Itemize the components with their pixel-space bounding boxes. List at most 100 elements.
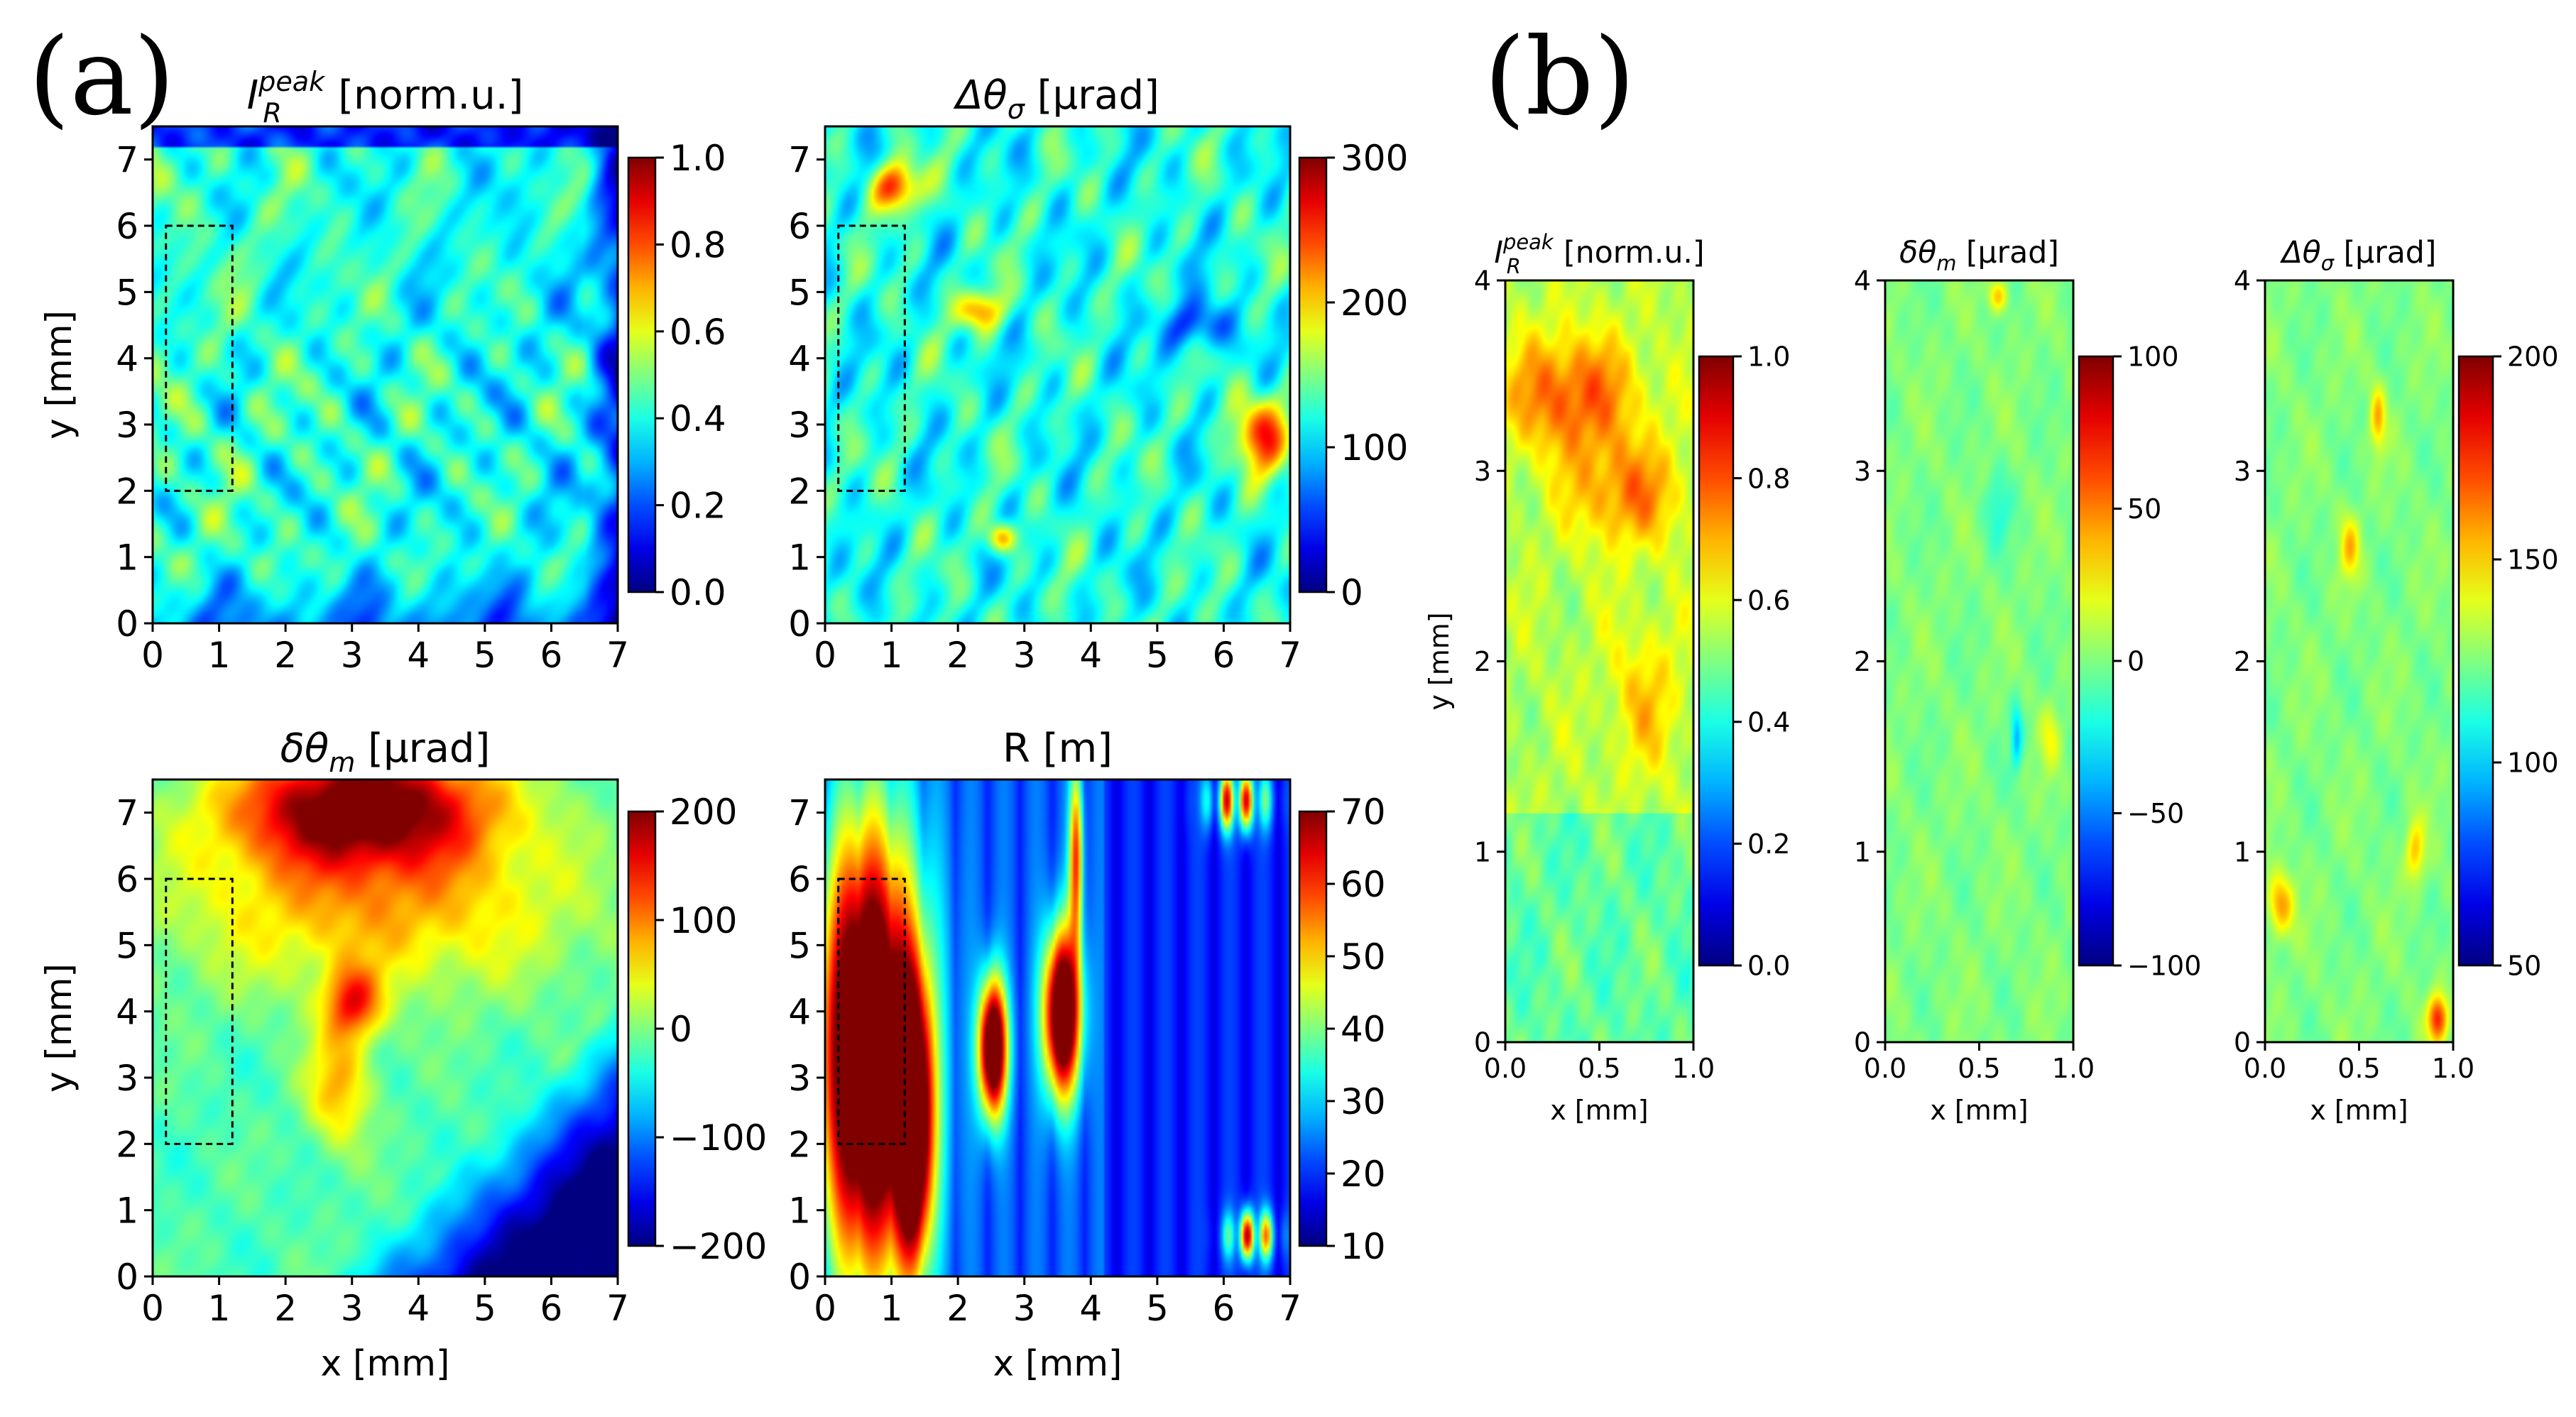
y-tick-label: 0 bbox=[1854, 1027, 1871, 1058]
colorbar-tick-label: 100 bbox=[670, 900, 737, 941]
colorbar-tick-label: 0.4 bbox=[670, 398, 726, 439]
x-tick-label: 0.0 bbox=[2244, 1053, 2286, 1084]
x-tick-label: 1 bbox=[208, 1288, 231, 1329]
colorbar-tick-label: 20 bbox=[1341, 1154, 1386, 1195]
y-tick-label: 1 bbox=[788, 1191, 811, 1232]
x-axis-label: x [mm] bbox=[1550, 1095, 1648, 1126]
y-tick-label: 0 bbox=[1474, 1027, 1491, 1058]
x-tick-label: 1 bbox=[880, 1288, 903, 1329]
x-tick-label: 4 bbox=[1079, 1288, 1102, 1329]
colorbar-tick-label: 1.0 bbox=[1747, 341, 1790, 373]
x-tick-label: 0.5 bbox=[1578, 1053, 1620, 1084]
colorbar-b1 bbox=[1698, 355, 1735, 967]
x-tick-label: 3 bbox=[1013, 635, 1036, 676]
heatmap-image-b3 bbox=[2265, 280, 2453, 1042]
chart-b3: 0.0 0.5 1.0 0 1 2 3 4 x [mm] Δθσ [μrad] 50 100 150 20… bbox=[2234, 235, 2559, 1126]
colorbar-tick-label: 200 bbox=[1341, 283, 1408, 324]
plot-frame-a2 bbox=[824, 125, 1292, 625]
colorbar-tick-label: 10 bbox=[1341, 1226, 1386, 1267]
roi-rectangle-a3 bbox=[165, 877, 234, 1145]
x-tick-label: 7 bbox=[1279, 635, 1301, 676]
colorbar-tick-label: 300 bbox=[1341, 138, 1408, 179]
chart-title: δθm [μrad] bbox=[1899, 235, 2059, 275]
x-tick-label: 6 bbox=[540, 635, 563, 676]
chart-title: δθm [μrad] bbox=[280, 726, 491, 778]
y-axis-label: y [mm] bbox=[38, 963, 80, 1093]
y-axis-label: y [mm] bbox=[38, 310, 80, 439]
y-tick-label: 4 bbox=[1854, 266, 1871, 297]
chart-a1: 0 1 2 3 4 5 6 7 0 1 2 3 4 5 6 7 y [mm] Ipeak R [norm.u.] 0.… bbox=[38, 66, 726, 676]
colorbar-tick-label: −100 bbox=[670, 1117, 767, 1159]
roi-rectangle-a2 bbox=[837, 224, 906, 492]
chart-b1: 0.0 0.5 1.0 0 1 2 3 4 x [mm] y [mm] Ipeak R [norm.u… bbox=[1424, 230, 1790, 1126]
y-tick-label: 3 bbox=[1854, 456, 1871, 487]
x-tick-label: 3 bbox=[341, 635, 364, 676]
y-tick-label: 4 bbox=[116, 339, 138, 380]
x-tick-label: 6 bbox=[1213, 1288, 1235, 1329]
y-tick-label: 5 bbox=[116, 925, 138, 966]
x-tick-label: 7 bbox=[1279, 1288, 1301, 1329]
colorbar-tick-label: 0 bbox=[1341, 572, 1363, 613]
y-tick-label: 3 bbox=[788, 405, 811, 446]
colorbar-b2 bbox=[2078, 355, 2114, 967]
colorbar-tick-label: 0.6 bbox=[1747, 585, 1790, 616]
plot-frame-a4 bbox=[824, 778, 1292, 1278]
heatmap-image-a2 bbox=[825, 126, 1290, 623]
y-tick-label: 6 bbox=[116, 859, 138, 900]
chart-title: Δθσ [μrad] bbox=[953, 72, 1159, 125]
y-tick-label: 3 bbox=[788, 1058, 811, 1099]
x-tick-label: 0 bbox=[814, 635, 836, 676]
x-tick-label: 0.5 bbox=[1958, 1053, 2000, 1084]
heatmap-image-a3 bbox=[153, 779, 618, 1276]
x-tick-label: 0 bbox=[141, 1288, 164, 1329]
y-tick-label: 0 bbox=[116, 603, 138, 645]
y-tick-label: 4 bbox=[788, 992, 811, 1033]
x-tick-label: 2 bbox=[946, 1288, 969, 1329]
roi-rectangle-a1 bbox=[165, 224, 234, 492]
y-tick-label: 1 bbox=[788, 537, 811, 579]
y-tick-label: 0 bbox=[2234, 1027, 2251, 1058]
colorbar-b3 bbox=[2457, 355, 2494, 967]
colorbar-tick-label: 0.2 bbox=[1747, 828, 1790, 860]
colorbar-tick-label: 0.2 bbox=[670, 486, 726, 527]
x-tick-label: 1.0 bbox=[1672, 1053, 1715, 1084]
x-tick-label: 1 bbox=[208, 635, 231, 676]
colorbar-tick-label: 0.4 bbox=[1747, 706, 1790, 738]
x-axis-label: x [mm] bbox=[2310, 1095, 2408, 1126]
chart-title: Ipeak R [norm.u.] bbox=[1494, 230, 1704, 278]
y-tick-label: 0 bbox=[788, 1257, 811, 1298]
x-tick-label: 6 bbox=[1213, 635, 1235, 676]
colorbar-tick-label: 200 bbox=[670, 792, 737, 833]
y-tick-label: 3 bbox=[116, 405, 138, 446]
roi-rectangle-a4 bbox=[837, 877, 906, 1145]
x-tick-label: 6 bbox=[540, 1288, 563, 1329]
x-tick-label: 5 bbox=[474, 635, 496, 676]
colorbar-tick-label: 0.0 bbox=[1747, 951, 1790, 982]
y-tick-label: 5 bbox=[788, 925, 811, 966]
chart-title: R [m] bbox=[1003, 726, 1113, 772]
y-tick-label: 2 bbox=[788, 471, 811, 512]
x-tick-label: 3 bbox=[341, 1288, 364, 1329]
panel-b-label: (b) bbox=[1484, 16, 1635, 139]
y-tick-label: 3 bbox=[116, 1058, 138, 1099]
chart-b2: 0.0 0.5 1.0 0 1 2 3 4 x [mm] δθm [μrad] −100 −50 0 50… bbox=[1854, 235, 2202, 1126]
y-tick-label: 7 bbox=[788, 140, 811, 181]
x-tick-label: 0 bbox=[141, 635, 164, 676]
colorbar-tick-label: 30 bbox=[1341, 1081, 1386, 1122]
y-tick-label: 4 bbox=[1474, 266, 1491, 297]
y-tick-label: 6 bbox=[116, 206, 138, 247]
y-tick-label: 4 bbox=[2234, 266, 2251, 297]
x-tick-label: 0 bbox=[814, 1288, 836, 1329]
x-tick-label: 1.0 bbox=[2052, 1053, 2095, 1084]
colorbar-tick-label: 0 bbox=[2127, 646, 2144, 677]
y-tick-label: 1 bbox=[116, 1191, 138, 1232]
x-tick-label: 5 bbox=[474, 1288, 496, 1329]
colorbar-tick-label: 1.0 bbox=[670, 138, 726, 179]
x-axis-label: x [mm] bbox=[1930, 1095, 2028, 1126]
y-axis-label: y [mm] bbox=[1424, 612, 1455, 710]
y-tick-label: 2 bbox=[1474, 646, 1491, 677]
y-tick-label: 5 bbox=[788, 272, 811, 313]
x-tick-label: 2 bbox=[274, 635, 297, 676]
